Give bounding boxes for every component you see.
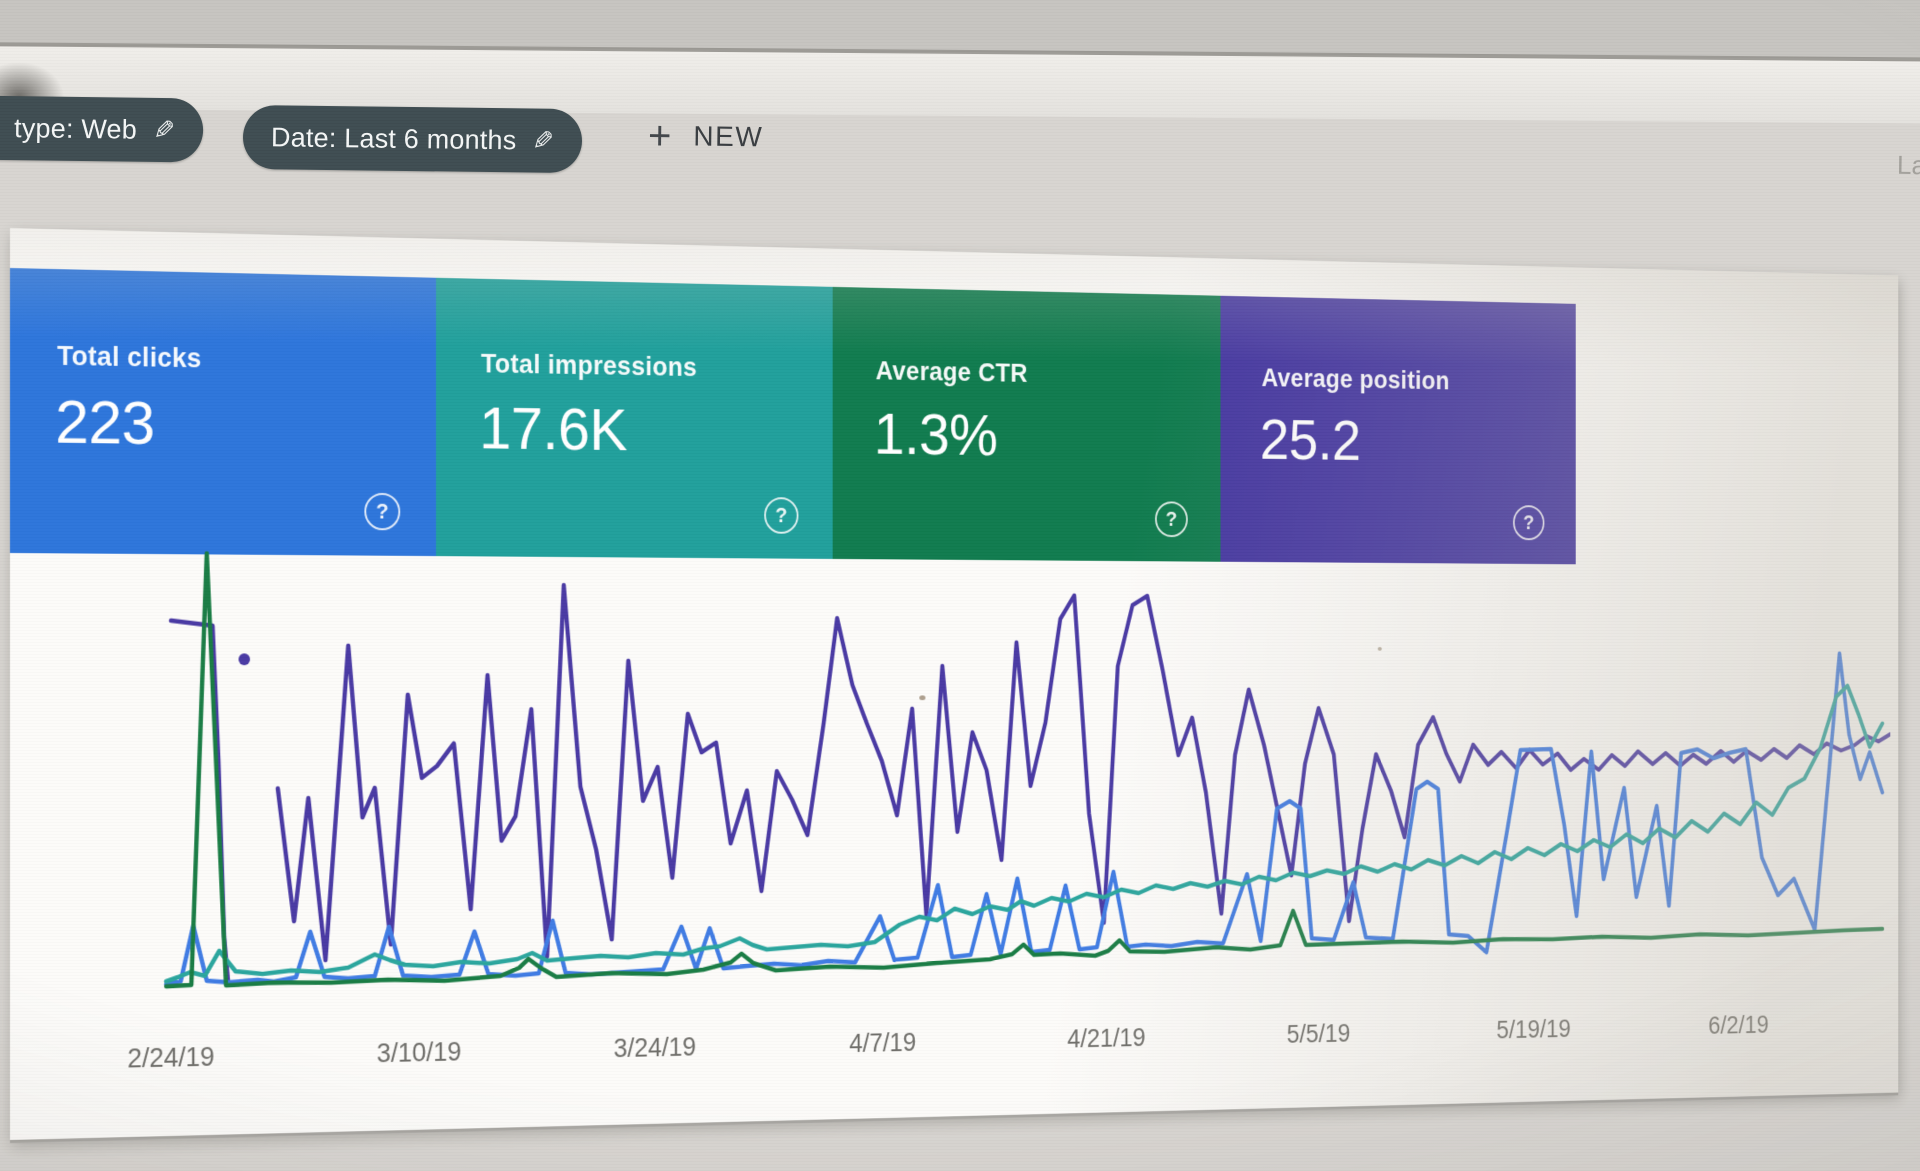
x-axis-label: 6/2/19 [1708,1010,1769,1040]
dust-speck [919,695,926,701]
x-axis-label: 4/7/19 [849,1027,917,1058]
metric-value: 223 [55,387,155,458]
edit-pencil-icon[interactable]: ✎ [152,114,176,145]
metric-value: 25.2 [1259,407,1361,473]
search-type-filter-label: type: Web [13,112,138,145]
metric-label: Total impressions [480,348,698,382]
date-filter-label: Date: Last 6 months [270,121,517,155]
metric-value: 1.3% [873,401,998,469]
x-axis-label: 4/21/19 [1067,1023,1146,1054]
x-axis-label: 5/5/19 [1286,1019,1351,1049]
metric-label: Average position [1261,363,1450,395]
series-line-average-position [278,584,1891,961]
performance-panel: Total clicks 223 ? Total impressions 17.… [10,228,1899,1140]
x-axis-label: 5/19/19 [1496,1014,1571,1044]
x-axis-label: 2/24/19 [127,1041,215,1074]
metric-label: Average CTR [875,356,1028,388]
date-filter-chip[interactable]: Date: Last 6 months ✎ [242,104,583,174]
new-filter-button-label: NEW [693,120,764,153]
x-axis-label: 3/24/19 [613,1032,697,1063]
metric-label: Total clicks [57,340,202,374]
series-line-clicks [166,650,1882,984]
edit-pencil-icon[interactable]: ✎ [532,125,555,156]
metric-value: 17.6K [479,394,627,464]
x-axis: 2/24/19 3/10/19 3/24/19 4/7/19 4/21/19 5/5/19… [10,1008,1898,1086]
performance-line-chart [20,460,1890,1020]
new-filter-button[interactable]: + NEW [647,113,764,159]
clipped-corner-text: La [1896,149,1920,181]
x-axis-label: 3/10/19 [376,1036,462,1069]
plus-icon: + [647,113,672,159]
search-type-filter-chip[interactable]: type: Web ✎ [0,95,204,163]
dust-speck [1377,647,1382,651]
isolated-data-point [238,653,251,666]
